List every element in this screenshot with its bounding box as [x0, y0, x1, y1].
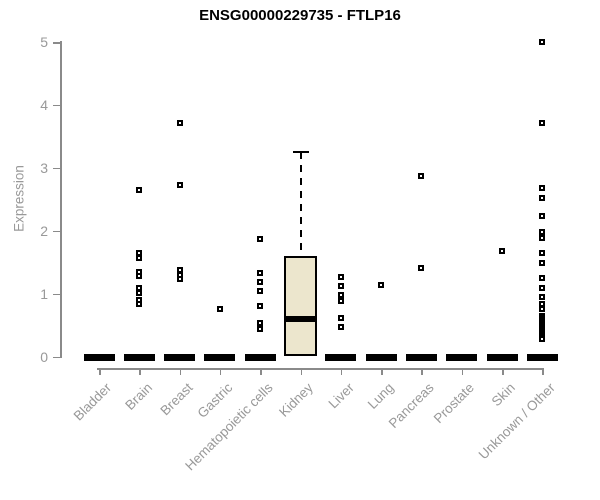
x-category-label-breast: Breast	[157, 380, 196, 419]
outlier-point	[257, 235, 264, 242]
x-axis-tick	[139, 368, 141, 375]
outlier-point	[418, 264, 425, 271]
outlier-point	[257, 288, 264, 295]
outlier-point	[539, 305, 546, 312]
box-collapsed-bar	[526, 353, 558, 361]
outlier-point	[257, 303, 264, 310]
x-axis-tick	[179, 368, 182, 375]
box-collapsed-bar	[83, 353, 115, 361]
outlier-point	[418, 172, 425, 179]
outlier-point	[539, 260, 546, 267]
outlier-point	[378, 282, 385, 289]
chart-title: ENSG00000229735 - FTLP16	[199, 7, 401, 24]
outlier-point	[539, 194, 546, 201]
x-category-label-skin: Skin	[488, 380, 518, 410]
x-axis-tick	[542, 368, 544, 375]
y-tick-label: 1	[40, 285, 48, 302]
outlier-point	[257, 270, 264, 277]
outlier-point	[136, 249, 143, 256]
y-tick-label: 5	[40, 34, 48, 50]
outlier-point	[257, 325, 264, 332]
outlier-point	[176, 181, 183, 188]
outlier-point	[257, 279, 264, 286]
box-collapsed-bar	[204, 353, 236, 361]
y-axis-tick	[53, 230, 60, 233]
x-category-label-brain: Brain	[122, 380, 155, 413]
x-category-label-prostate: Prostate	[431, 380, 478, 427]
box-collapsed-bar	[365, 353, 397, 361]
outlier-point	[539, 39, 546, 45]
outlier-point	[176, 120, 183, 127]
box-whisker	[299, 152, 302, 257]
x-axis-tick	[219, 368, 222, 375]
x-axis-tick	[421, 368, 423, 375]
x-axis-tick	[260, 368, 262, 375]
x-axis-tick	[99, 368, 101, 375]
outlier-point	[539, 120, 546, 127]
x-axis-tick	[300, 368, 302, 375]
y-axis-tick	[53, 356, 60, 358]
outlier-point	[337, 298, 344, 305]
outlier-point	[539, 234, 546, 241]
outlier-point	[136, 272, 143, 279]
outlier-point	[136, 284, 143, 291]
x-category-label-kidney: Kidney	[276, 380, 317, 420]
outlier-point	[539, 250, 546, 257]
outlier-point	[539, 293, 546, 300]
y-tick-label: 0	[40, 348, 48, 365]
outlier-point	[337, 314, 344, 321]
box-collapsed-bar	[405, 353, 437, 361]
outlier-point	[216, 306, 223, 313]
x-axis-line	[97, 368, 545, 370]
outlier-point	[539, 335, 546, 342]
y-tick-label: 4	[40, 96, 48, 113]
x-axis-tick	[461, 368, 464, 375]
outlier-point	[257, 319, 264, 326]
outlier-point	[337, 283, 344, 290]
outlier-point	[539, 228, 546, 235]
box-collapsed-bar	[244, 353, 276, 361]
x-category-label-lung: Lung	[364, 380, 397, 412]
x-category-label-unknown-other: Unknown / Other	[475, 380, 558, 463]
y-axis-tick	[53, 42, 60, 44]
outlier-point	[136, 301, 143, 308]
outlier-point	[136, 255, 143, 262]
outlier-point	[136, 289, 143, 296]
x-axis-tick	[502, 368, 504, 375]
y-tick-label: 3	[40, 159, 48, 176]
box-whisker-cap	[292, 151, 309, 154]
box-median-line	[284, 315, 317, 322]
outlier-point	[539, 212, 546, 219]
y-axis-tick	[53, 293, 60, 296]
outlier-point	[337, 274, 344, 281]
outlier-point	[499, 247, 505, 254]
box-rect	[284, 256, 317, 357]
box-collapsed-bar	[446, 353, 478, 361]
y-axis-tick	[53, 104, 60, 107]
outlier-point	[176, 266, 183, 273]
outlier-point	[176, 276, 183, 283]
outlier-point	[337, 323, 344, 330]
outlier-point	[539, 300, 546, 307]
y-axis-line	[60, 41, 62, 358]
outlier-point	[539, 184, 546, 191]
box-collapsed-bar	[164, 353, 196, 361]
box-collapsed-bar	[325, 353, 357, 361]
x-category-label-bladder: Bladder	[71, 380, 115, 424]
outlier-point	[539, 274, 546, 281]
x-category-label-liver: Liver	[325, 380, 357, 412]
y-tick-label: 2	[40, 222, 48, 239]
outlier-point	[136, 186, 143, 193]
outlier-point	[539, 284, 546, 291]
x-axis-tick	[381, 368, 383, 375]
box-collapsed-bar	[123, 353, 155, 361]
x-axis-tick	[340, 368, 343, 375]
box-collapsed-bar	[486, 353, 518, 361]
outlier-point	[337, 292, 344, 299]
y-axis-tick	[53, 167, 60, 170]
